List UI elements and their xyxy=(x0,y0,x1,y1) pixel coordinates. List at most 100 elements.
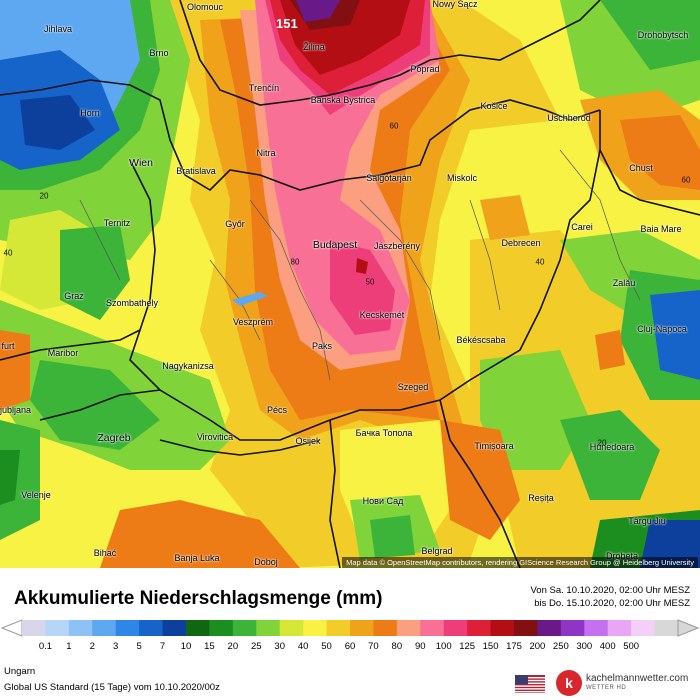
city-label: Chust xyxy=(629,163,653,173)
scale-swatch xyxy=(326,620,351,636)
scale-arrow-right xyxy=(677,619,700,637)
city-label: Banská Bystrica xyxy=(310,95,376,105)
scale-tick-label: 150 xyxy=(482,641,499,652)
scale-swatch xyxy=(139,620,164,636)
max-precipitation-value: 151 xyxy=(276,16,298,31)
scale-tick-label: 30 xyxy=(274,641,285,652)
city-label: Banja Luka xyxy=(174,553,220,563)
legend-title: Akkumulierte Niederschlagsmenge (mm) xyxy=(14,588,383,609)
contour-label: 20 xyxy=(597,438,607,448)
city-label: Nitra xyxy=(256,148,276,158)
map-canvas xyxy=(0,0,700,568)
city-label: Trenčín xyxy=(248,83,280,93)
city-label: Kecskemét xyxy=(359,310,405,320)
scale-swatch xyxy=(490,620,515,636)
us-flag-icon xyxy=(515,675,545,693)
city-label: Bihać xyxy=(93,548,117,558)
scale-tick-label: 500 xyxy=(623,641,640,652)
period-end: bis Do. 15.10.2020, 02:00 Uhr MESZ xyxy=(534,598,690,609)
scale-tick-label: 60 xyxy=(344,641,356,652)
city-label: Košice xyxy=(480,101,508,111)
scale-swatch xyxy=(514,620,538,636)
scale-tick-label: 400 xyxy=(599,641,616,652)
scale-tick-label: 0.1 xyxy=(38,641,53,652)
scale-swatch xyxy=(162,620,187,636)
scale-swatch xyxy=(68,620,93,636)
scale-tick-label: 1 xyxy=(66,641,72,652)
city-label: Timișoara xyxy=(474,441,514,451)
city-label: Nagykanizsa xyxy=(162,361,214,371)
brand-name[interactable]: kachelmannwetter.com xyxy=(586,673,689,684)
scale-tick-label: 70 xyxy=(368,641,379,652)
city-label: Veszprém xyxy=(232,317,274,327)
scale-swatch xyxy=(256,620,281,636)
scale-swatch xyxy=(45,620,70,636)
city-label: Szeged xyxy=(397,382,429,392)
contour-label: 50 xyxy=(365,277,375,287)
period-start: Von Sa. 10.10.2020, 02:00 Uhr MESZ xyxy=(530,585,691,596)
city-label: Virovitica xyxy=(196,432,234,442)
scale-swatch xyxy=(537,620,562,636)
scale-swatch xyxy=(232,620,257,636)
scale-tick-label: 15 xyxy=(204,641,215,652)
contour-label: 80 xyxy=(290,257,300,267)
city-label: Ljubljana xyxy=(0,405,32,415)
scale-swatch xyxy=(443,620,468,636)
city-label: Osijek xyxy=(295,436,321,446)
city-label: Carei xyxy=(571,222,593,232)
city-label: Бачка Топола xyxy=(355,428,413,438)
scale-tick-label: 125 xyxy=(459,641,476,652)
scale-swatch xyxy=(92,620,117,636)
city-label: Hunedoara xyxy=(589,442,635,452)
scale-swatch xyxy=(467,620,492,636)
scale-swatch xyxy=(396,620,421,636)
city-label: Horn xyxy=(80,108,100,118)
city-label: Reșița xyxy=(528,493,554,503)
scale-tick-label: 50 xyxy=(321,641,332,652)
city-label: Uschhorod xyxy=(547,113,591,123)
city-label: Győr xyxy=(225,219,245,229)
scale-tick-label: 300 xyxy=(576,641,593,652)
brand-subtitle: WETTER HD xyxy=(586,685,627,691)
color-scale-bar xyxy=(0,619,700,637)
city-label: Salgótarján xyxy=(366,173,412,183)
scale-tick-label: 7 xyxy=(159,641,166,652)
contour-label: 40 xyxy=(3,248,13,258)
city-label: Baia Mare xyxy=(640,224,682,234)
city-label: Miskolc xyxy=(446,173,478,183)
scale-swatch xyxy=(22,620,46,636)
city-label: Târgu Jiu xyxy=(628,516,666,526)
city-label: Budapest xyxy=(312,239,358,251)
scale-swatch xyxy=(350,620,374,636)
scale-swatch xyxy=(607,620,632,636)
scale-tick-label: 175 xyxy=(506,641,522,652)
city-label: Nowy Sącz xyxy=(432,0,478,9)
city-label: Velenje xyxy=(21,490,51,500)
contour-label: 20 xyxy=(39,191,49,201)
scale-swatch xyxy=(584,620,609,636)
scale-swatch xyxy=(420,620,445,636)
city-label: Drobeta xyxy=(605,551,639,561)
scale-tick-label: 80 xyxy=(391,641,403,652)
kachelmann-logo-icon[interactable]: k xyxy=(556,670,582,696)
city-label: Ternitz xyxy=(103,218,131,228)
city-label: Szombathely xyxy=(105,298,159,308)
city-label: furt xyxy=(1,341,15,351)
scale-swatch xyxy=(560,620,585,636)
city-label: Zagreb xyxy=(97,432,131,444)
scale-tick-label: 250 xyxy=(552,641,569,652)
scale-arrow-left xyxy=(0,619,23,637)
scale-tick-label: 90 xyxy=(414,641,426,652)
city-label: Belgrad xyxy=(421,546,453,556)
scale-tick-label: 5 xyxy=(136,641,142,652)
precipitation-map[interactable]: Olomouc Nowy Sącz Drohobytsch Jihlava Brno Ži… xyxy=(0,0,700,568)
city-label: Paks xyxy=(311,341,333,351)
city-label: Brno xyxy=(149,48,169,58)
city-label: Drohobytsch xyxy=(637,30,689,40)
scale-swatch xyxy=(631,620,656,636)
city-label: Poprad xyxy=(410,64,440,74)
city-label: Debrecen xyxy=(501,238,541,248)
city-label: Bratislava xyxy=(176,166,216,176)
scale-tick-label: 25 xyxy=(250,641,262,652)
scale-tick-label: 40 xyxy=(297,641,309,652)
